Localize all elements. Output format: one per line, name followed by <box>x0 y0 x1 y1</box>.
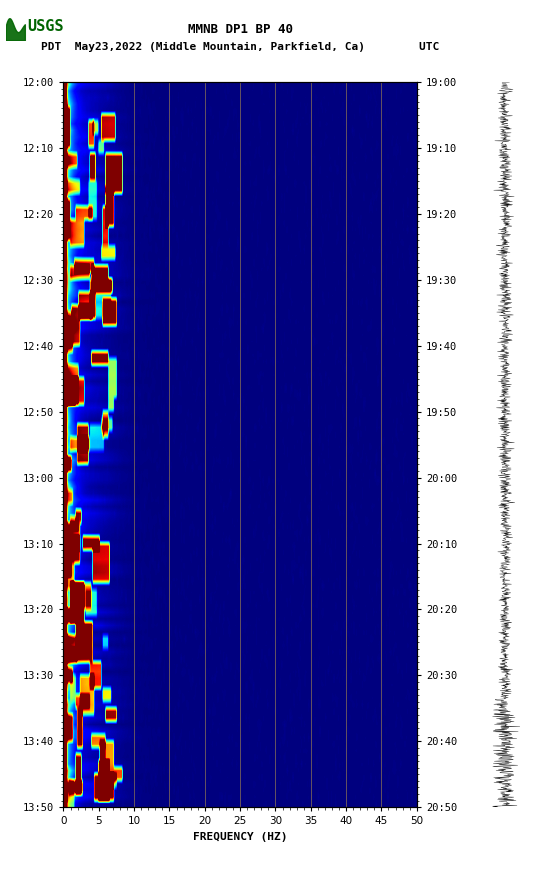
X-axis label: FREQUENCY (HZ): FREQUENCY (HZ) <box>193 832 288 842</box>
Text: MMNB DP1 BP 40: MMNB DP1 BP 40 <box>188 22 293 36</box>
Text: PDT  May23,2022 (Middle Mountain, Parkfield, Ca)        UTC: PDT May23,2022 (Middle Mountain, Parkfie… <box>41 42 439 52</box>
Text: USGS: USGS <box>28 20 64 34</box>
